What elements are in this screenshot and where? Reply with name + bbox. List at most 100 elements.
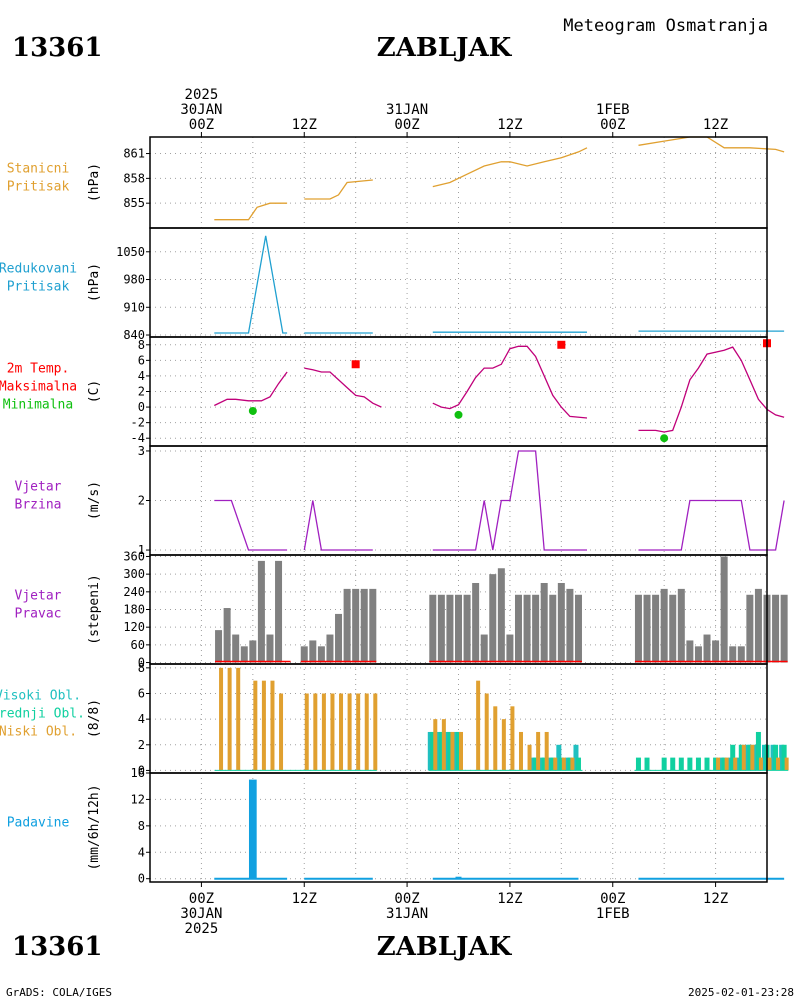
time-label-bottom: 1FEB: [596, 906, 630, 922]
panel-frame: [149, 445, 768, 556]
cloud-bar: [236, 667, 241, 771]
panel-ylabel: (m/s): [87, 481, 102, 520]
y-tick-label: 0: [138, 656, 145, 670]
cloud-bar: [773, 744, 779, 771]
panel-label: Padavine: [7, 816, 70, 831]
wdir-bar: [729, 646, 737, 663]
wdir-bar: [754, 588, 762, 663]
y-tick-label: 8: [138, 661, 145, 675]
panel-ylabel: (hPa): [87, 263, 102, 302]
station-name-bottom: ZABLJAK: [377, 932, 513, 962]
cloud-bar: [304, 693, 309, 771]
y-tick-label: 360: [123, 549, 145, 563]
cloud-bar: [755, 731, 761, 771]
y-tick-label: 8: [138, 819, 145, 833]
time-label-bottom: 00Z: [600, 891, 625, 907]
cloud-bar: [553, 757, 558, 771]
cloud-bar: [541, 757, 547, 771]
cloud-bar: [556, 744, 562, 771]
y-tick-label: 3: [138, 444, 145, 458]
y-tick-label: 980: [123, 273, 145, 287]
cloud-bar: [270, 680, 275, 771]
cloud-bar: [776, 757, 781, 771]
wdir-bar: [532, 594, 540, 663]
cloud-bar: [704, 757, 710, 771]
tmax-marker: [557, 340, 566, 349]
wdir-bar: [652, 594, 660, 663]
cloud-bar: [713, 757, 719, 771]
panel-precipitation: 0 4 8 12 16 (mm/6h/12h) Padavine: [7, 766, 785, 886]
wdir-bar: [317, 646, 325, 663]
time-label-bottom: 12Z: [497, 891, 522, 907]
panel-reduced_pressure: 840 910 980 1050 (hPa) Redukovani Pritisak: [0, 227, 785, 342]
wdir-bar: [506, 634, 514, 663]
panel-label: 2m Temp.: [7, 362, 70, 377]
wdir-bar: [429, 594, 437, 663]
cloud-bar: [661, 757, 667, 771]
cloud-bar: [450, 731, 455, 771]
cloud-bar: [544, 731, 549, 771]
y-tick-label: 6: [138, 686, 145, 700]
y-tick-label: 4: [138, 712, 145, 726]
wdir-bar: [240, 646, 248, 663]
cloud-bar: [635, 757, 641, 771]
cloud-bar: [219, 667, 224, 771]
precip-bar: [248, 779, 257, 879]
cloud-bar: [459, 731, 463, 771]
cloud-bar: [518, 731, 523, 771]
y-tick-label: 4: [138, 369, 145, 383]
series-line: [638, 499, 785, 551]
time-label-top: 00Z: [189, 117, 214, 133]
y-tick-label: 840: [123, 328, 145, 342]
cloud-bar: [441, 719, 446, 771]
wdir-bar: [257, 560, 265, 663]
plot-layer: 855858861(hPa)StanicniPritisak8409109801…: [0, 87, 789, 937]
panel-label: Stanicni: [7, 162, 70, 177]
cloud-bar: [356, 693, 361, 771]
time-label-bottom: 12Z: [292, 891, 317, 907]
cloud-bar: [484, 693, 489, 771]
cloud-bar: [561, 757, 566, 771]
y-tick-label: 120: [123, 620, 145, 634]
cloud-bar: [261, 680, 266, 771]
panel-label: Pravac: [15, 607, 62, 622]
panel-clouds: 0 2 4 6 8 (8/8) Visoki Obl. Srednji Obl. Niski O…: [0, 661, 789, 777]
time-label-top: 12Z: [497, 117, 522, 133]
cloud-bar: [321, 693, 326, 771]
series-line: [432, 147, 588, 188]
panel-label: Visoki Obl.: [0, 689, 81, 704]
panel-wind_direction: 0 60 120 180 240 300 360 (stepeni) Vjetar Pravac: [15, 549, 788, 670]
panel-frame: [149, 772, 768, 883]
precip-bar: [455, 876, 462, 879]
wdir-bar: [634, 594, 642, 663]
panel-label: Brzina: [15, 498, 62, 513]
wdir-bar: [343, 588, 351, 663]
panel-frame: [149, 227, 768, 338]
wdir-bar: [780, 594, 788, 663]
y-tick-label: 0: [138, 872, 145, 886]
panel-wind_speed: 1 2 3 (m/s) Vjetar Brzina: [15, 444, 785, 557]
cloud-bar: [750, 744, 755, 771]
cloud-bar: [733, 757, 738, 771]
cloud-bar: [510, 706, 515, 771]
wdir-bar: [249, 640, 257, 663]
y-tick-label: 2: [138, 385, 145, 399]
cloud-bar: [644, 757, 650, 771]
wdir-bar: [686, 640, 694, 663]
y-tick-label: 861: [123, 147, 145, 161]
wdir-bar: [737, 646, 745, 663]
series-line: [214, 371, 288, 407]
time-label-bottom: 31JAN: [386, 906, 428, 922]
cloud-bar: [227, 667, 232, 771]
tmin-marker: [248, 406, 257, 415]
wdir-bar: [660, 588, 668, 663]
y-tick-label: 4: [138, 845, 145, 859]
wdir-bar: [643, 594, 651, 663]
y-tick-label: 8: [138, 338, 145, 352]
y-tick-label: 858: [123, 171, 145, 185]
wdir-bar: [514, 594, 522, 663]
y-tick-label: 240: [123, 585, 145, 599]
cloud-bar: [527, 744, 532, 771]
y-tick-label: 180: [123, 603, 145, 617]
